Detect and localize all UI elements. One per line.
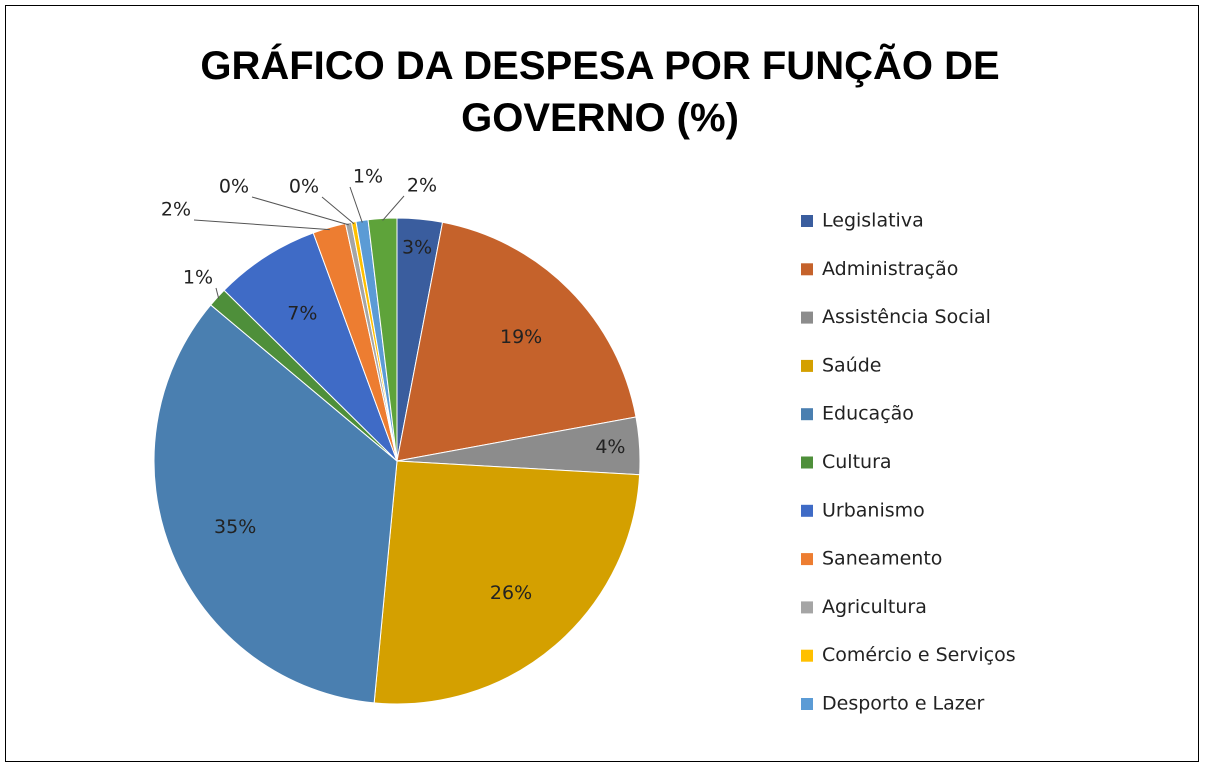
legend-label: Urbanismo	[822, 499, 925, 521]
legend-label: Educação	[822, 403, 914, 425]
legend-swatch	[801, 553, 813, 566]
leader-line	[321, 196, 355, 225]
legend-swatch	[801, 215, 813, 227]
data-label: 3%	[402, 237, 432, 259]
legend-swatch	[801, 504, 813, 517]
pie-slice	[223, 232, 398, 462]
data-label: 7%	[287, 302, 317, 324]
legend-label: Agricultura	[822, 596, 927, 618]
legend-label: Cultura	[822, 451, 892, 473]
data-label: 4%	[595, 436, 625, 458]
leader-line	[215, 287, 220, 299]
data-label: 1%	[183, 267, 213, 289]
data-label: 35%	[214, 516, 256, 538]
data-label: 19%	[500, 326, 542, 348]
data-label: 26%	[490, 582, 532, 604]
leader-line	[193, 219, 330, 231]
legend-swatch	[801, 649, 813, 662]
legend-swatch	[801, 263, 813, 276]
data-label: 2%	[161, 199, 191, 221]
pie-slice	[373, 460, 641, 705]
legend-label: Comércio e Serviços	[822, 644, 1016, 666]
legend-swatch	[801, 456, 813, 469]
legend-swatch	[801, 698, 813, 710]
leader-line	[349, 186, 363, 223]
data-label: 0%	[289, 176, 319, 198]
legend-label: Legislativa	[822, 210, 924, 232]
legend-label: Administração	[822, 258, 958, 280]
legend-swatch	[801, 408, 813, 421]
legend-swatch	[801, 359, 813, 372]
legend-label: Saneamento	[822, 548, 942, 570]
data-label: 1%	[353, 166, 383, 188]
leader-line	[251, 196, 350, 226]
data-label: 2%	[407, 175, 437, 197]
pie-slice	[367, 217, 398, 462]
legend-swatch	[801, 311, 813, 324]
legend-label: Desporto e Lazer	[822, 693, 984, 715]
pie-slice	[396, 221, 637, 462]
leader-line	[382, 195, 405, 221]
legend-label: Saúde	[822, 354, 882, 376]
chart-title: GRÁFICO DA DESPESA POR FUNÇÃO DE GOVERNO…	[200, 44, 1000, 140]
legend-label: Assistência Social	[822, 306, 991, 328]
data-label: 0%	[219, 176, 249, 198]
pie-slice	[153, 304, 398, 704]
legend-swatch	[801, 601, 813, 614]
